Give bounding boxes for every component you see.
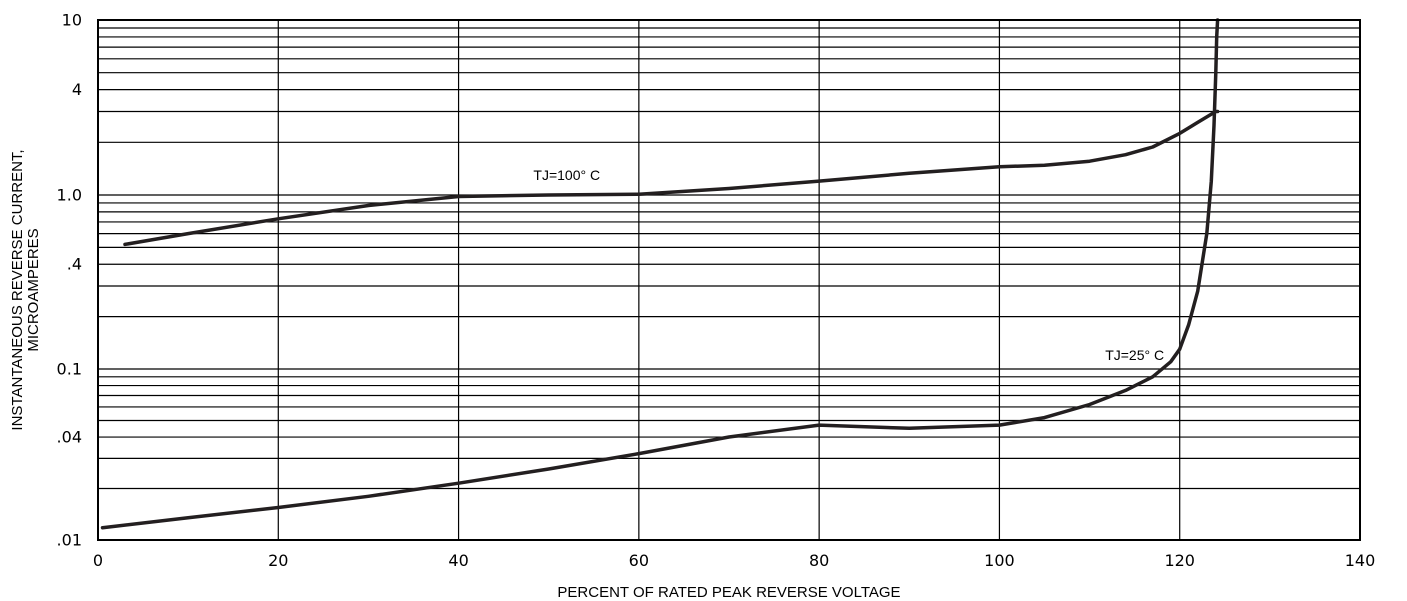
series-line-tj-100c: [123, 109, 1220, 247]
y-axis-label-line-1: INSTANTANEOUS REVERSE CURRENT,: [9, 149, 26, 430]
y-tick-label: .4: [67, 255, 82, 274]
x-tick-label: 80: [809, 551, 829, 570]
x-tick-label: 120: [1164, 551, 1195, 570]
y-tick-label: 0.1: [57, 360, 82, 379]
y-tick-label: 10: [62, 11, 82, 30]
x-tick-label: 0: [93, 551, 103, 570]
plot-frame: [97, 19, 1361, 541]
x-tick-label: 40: [448, 551, 468, 570]
x-tick-label: 100: [984, 551, 1015, 570]
y-tick-label: .01: [57, 531, 82, 550]
x-axis-label: PERCENT OF RATED PEAK REVERSE VOLTAGE: [557, 584, 900, 601]
series-layer: [100, 18, 1220, 530]
y-tick-labels: 10 4 1.0 .4 0.1 .04 .01: [57, 11, 82, 550]
x-tick-label: 140: [1345, 551, 1376, 570]
x-tick-labels: 0 20 40 60 80 100 120 140: [93, 551, 1375, 570]
grid: [97, 19, 1361, 541]
x-tick-label: 60: [629, 551, 649, 570]
series-annotation: TJ=25° C: [1105, 347, 1164, 363]
y-tick-label: 4: [72, 80, 82, 99]
annotations: TJ=100° C TJ=25° C: [533, 167, 1164, 363]
series-annotation: TJ=100° C: [533, 167, 600, 183]
series-line-tj-25c: [100, 18, 1220, 530]
y-tick-label: .04: [57, 428, 82, 447]
y-axis-label-line-2: MICROAMPERES: [25, 228, 42, 351]
x-tick-label: 20: [268, 551, 288, 570]
y-tick-label: 1.0: [57, 186, 82, 205]
